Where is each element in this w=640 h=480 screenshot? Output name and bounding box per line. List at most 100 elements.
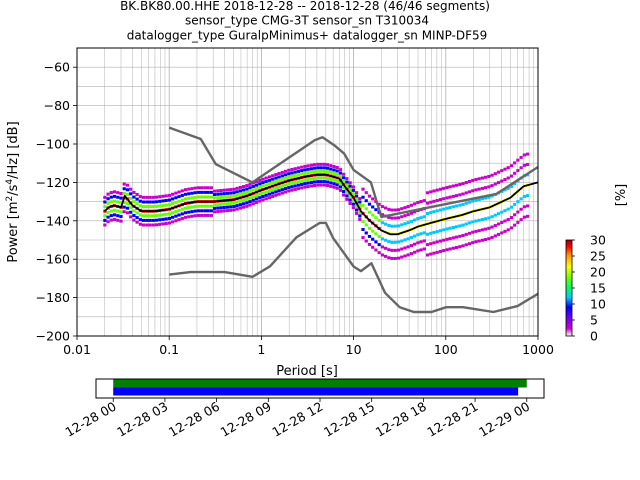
density-cell <box>345 190 349 194</box>
density-cell <box>251 188 255 192</box>
density-cell <box>109 214 113 218</box>
density-cell <box>290 171 294 175</box>
density-cell <box>448 185 452 189</box>
density-cell <box>442 207 446 211</box>
y-tick-label: −180 <box>36 290 70 305</box>
density-cell <box>158 199 162 203</box>
density-cell <box>303 178 307 182</box>
density-cell <box>516 200 520 204</box>
density-cell <box>509 205 514 209</box>
density-cell <box>487 195 491 199</box>
density-cell <box>522 153 526 157</box>
density-cell <box>477 177 481 181</box>
density-cell <box>413 202 417 206</box>
density-cell <box>183 192 188 196</box>
density-cell <box>277 192 281 196</box>
density-cell <box>377 251 381 255</box>
density-cell <box>406 253 410 257</box>
density-cell <box>429 211 433 215</box>
density-cell <box>187 192 191 196</box>
density-cell <box>358 214 362 218</box>
density-cell <box>474 240 478 244</box>
density-cell <box>129 206 133 210</box>
density-cell <box>190 191 194 195</box>
density-cell <box>193 205 197 209</box>
density-cell <box>274 176 278 180</box>
timeline-tick-label: 12-28 12 <box>269 399 325 440</box>
density-cell <box>119 192 123 196</box>
density-cell <box>125 192 130 196</box>
density-cell <box>306 181 310 185</box>
density-cell <box>522 163 526 167</box>
density-cell <box>484 237 488 241</box>
density-cell <box>364 191 368 195</box>
density-cell <box>490 225 494 229</box>
density-cell <box>390 216 394 220</box>
density-cell <box>325 180 330 184</box>
density-cell <box>493 213 497 217</box>
density-cell <box>506 186 510 190</box>
density-cell <box>496 181 501 185</box>
density-cell <box>371 237 375 241</box>
density-cell <box>313 180 317 184</box>
density-cell <box>135 202 139 206</box>
density-cell <box>290 167 294 171</box>
density-cell <box>274 173 278 177</box>
density-cell <box>403 214 407 218</box>
density-cell <box>200 195 204 199</box>
density-cell <box>258 178 262 182</box>
density-cell <box>467 190 472 194</box>
density-cell <box>251 202 255 206</box>
density-cell <box>493 172 497 176</box>
density-cell <box>406 245 410 249</box>
density-cell <box>484 217 488 221</box>
density-cell <box>138 218 142 222</box>
density-cell <box>190 214 194 218</box>
density-cell <box>506 176 510 180</box>
density-cell <box>245 190 249 194</box>
density-cell <box>277 185 281 189</box>
density-cell <box>300 172 304 176</box>
density-cell <box>106 192 110 196</box>
density-cell <box>238 199 242 203</box>
density-cell <box>329 181 333 185</box>
density-cell <box>461 192 465 196</box>
density-cell <box>338 168 343 172</box>
density-cell <box>154 223 159 227</box>
density-cell <box>251 184 255 188</box>
density-cell <box>132 213 136 217</box>
density-cell <box>461 202 465 206</box>
density-cell <box>319 176 323 180</box>
density-cell <box>200 190 204 194</box>
density-cell <box>258 196 262 200</box>
density-cell <box>235 190 239 194</box>
density-cell <box>193 209 197 213</box>
density-cell <box>471 241 475 245</box>
density-cell <box>287 168 291 172</box>
density-cell <box>487 185 491 189</box>
density-cell <box>435 250 439 254</box>
density-cell <box>271 174 275 178</box>
density-cell <box>245 197 249 201</box>
density-cell <box>290 174 294 178</box>
density-cell <box>348 184 352 188</box>
density-cell <box>490 215 494 219</box>
density-cell <box>309 170 313 174</box>
density-cell <box>445 227 449 231</box>
density-cell <box>484 227 488 231</box>
density-cell <box>506 217 510 221</box>
density-cell <box>138 222 142 226</box>
density-cell <box>145 218 149 222</box>
density-cell <box>361 236 365 240</box>
density-cell <box>261 181 265 185</box>
density-cell <box>500 231 504 235</box>
density-cell <box>193 191 197 195</box>
density-cell <box>283 173 288 177</box>
density-cell <box>109 191 113 195</box>
density-cell <box>390 240 394 244</box>
density-cell <box>387 248 391 252</box>
density-cell <box>480 217 485 221</box>
density-cell <box>503 188 507 192</box>
density-cell <box>442 186 446 190</box>
density-cell <box>267 175 272 179</box>
